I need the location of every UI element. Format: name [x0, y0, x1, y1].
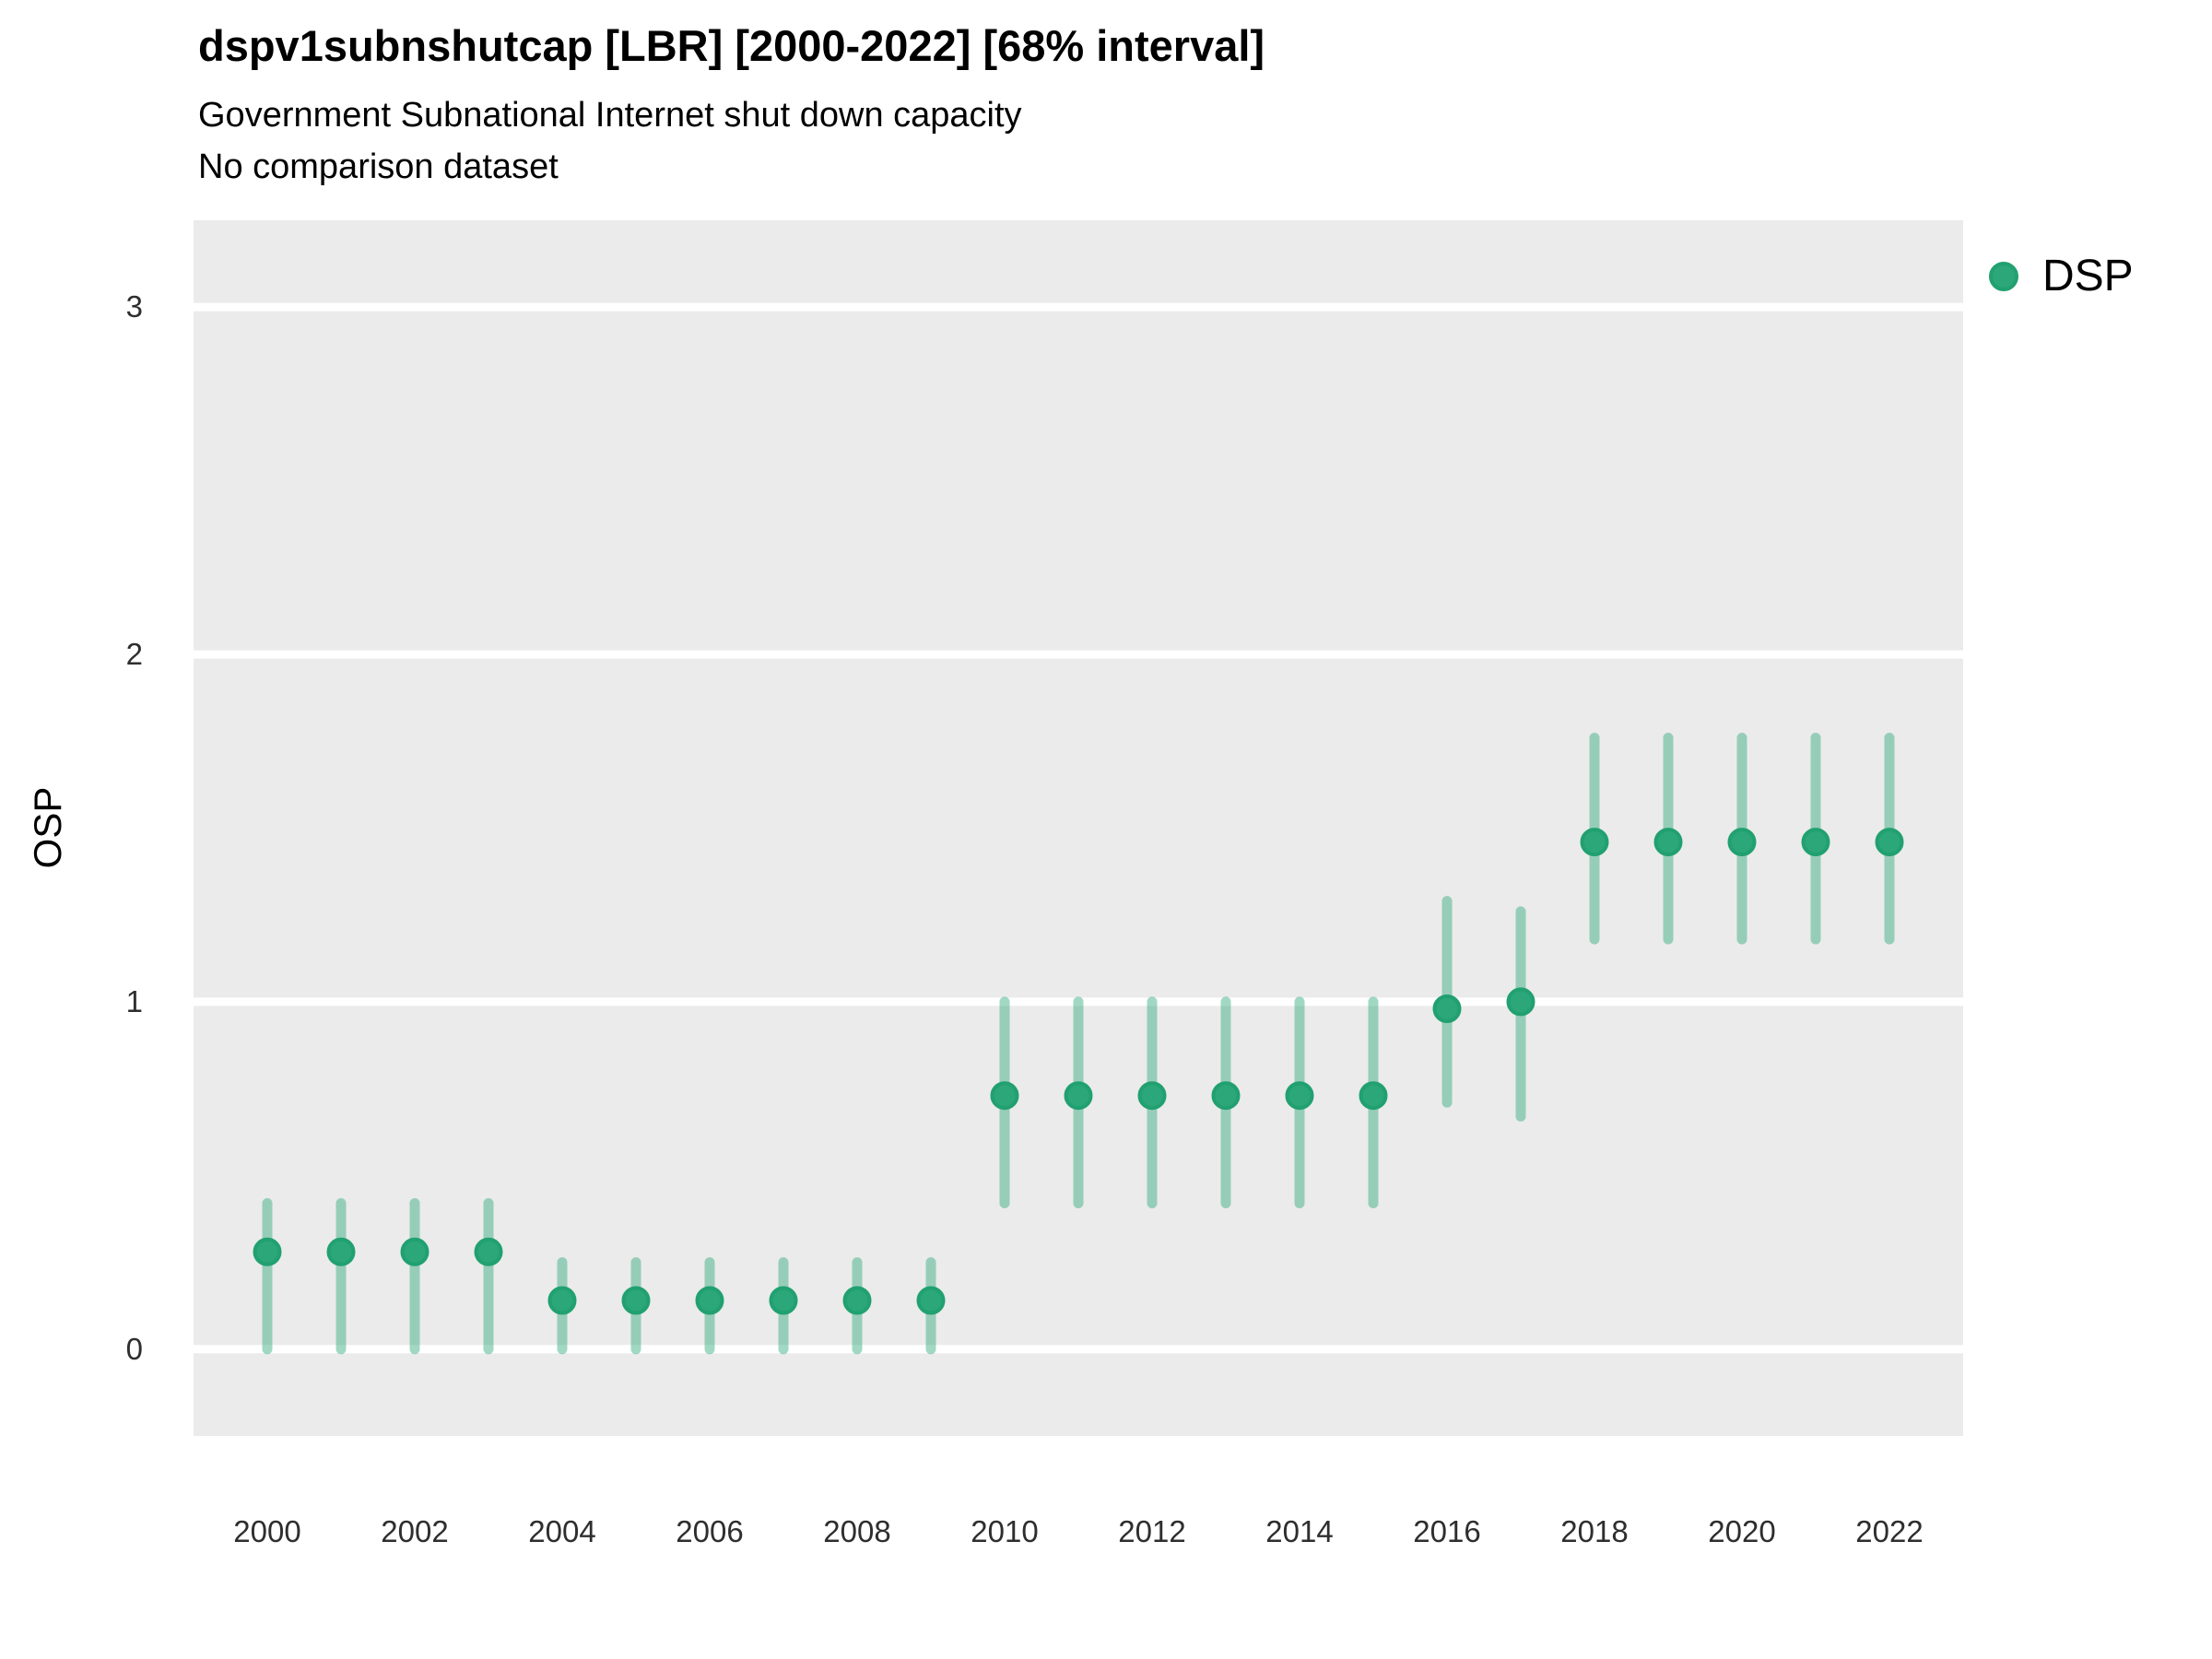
- data-point-2003: [474, 1237, 503, 1266]
- x-tick-label-2012: 2012: [1118, 1514, 1186, 1548]
- data-point-2018: [1580, 828, 1609, 857]
- x-tick-label-2010: 2010: [971, 1514, 1039, 1548]
- data-point-2006: [695, 1286, 724, 1315]
- data-point-2021: [1801, 828, 1830, 857]
- x-tick-label-2004: 2004: [528, 1514, 596, 1548]
- x-tick-label-2016: 2016: [1413, 1514, 1481, 1548]
- x-tick-label-2022: 2022: [1855, 1514, 1924, 1548]
- data-point-2010: [990, 1081, 1019, 1111]
- chart-note: No comparison dataset: [198, 147, 559, 186]
- x-tick-label-2000: 2000: [233, 1514, 301, 1548]
- gridline-y-3: [194, 302, 1963, 312]
- data-point-2015: [1359, 1081, 1388, 1111]
- data-point-2000: [253, 1237, 282, 1266]
- gridline-y-1: [194, 997, 1963, 1006]
- data-point-2022: [1875, 828, 1904, 857]
- x-tick-label-2006: 2006: [676, 1514, 744, 1548]
- data-point-2011: [1064, 1081, 1093, 1111]
- data-point-2016: [1432, 994, 1462, 1023]
- data-point-2020: [1727, 828, 1757, 857]
- chart-subtitle: Government Subnational Internet shut dow…: [198, 96, 1022, 135]
- data-point-2005: [621, 1286, 651, 1315]
- chart-title: dspv1subnshutcap [LBR] [2000-2022] [68% …: [198, 21, 1265, 70]
- x-tick-label-2014: 2014: [1265, 1514, 1334, 1548]
- x-tick-label-2002: 2002: [381, 1514, 449, 1548]
- x-tick-label-2020: 2020: [1708, 1514, 1776, 1548]
- data-point-2013: [1211, 1081, 1241, 1111]
- y-tick-label-2: 2: [125, 637, 143, 672]
- plot-panel: [194, 220, 1963, 1436]
- gridline-y-2: [194, 650, 1963, 659]
- data-point-2004: [547, 1286, 577, 1315]
- y-tick-label-1: 1: [125, 983, 143, 1018]
- data-point-2014: [1285, 1081, 1314, 1111]
- y-axis-title: OSP: [26, 786, 69, 869]
- legend-label: DSP: [2042, 252, 2134, 300]
- gridline-y-0: [194, 1345, 1963, 1354]
- data-point-2009: [916, 1286, 946, 1315]
- data-point-2012: [1137, 1081, 1167, 1111]
- data-point-2002: [400, 1237, 429, 1266]
- legend-point-icon: [1989, 261, 2018, 291]
- data-point-2019: [1653, 828, 1683, 857]
- x-tick-label-2018: 2018: [1560, 1514, 1629, 1548]
- data-point-2001: [326, 1237, 356, 1266]
- x-tick-label-2008: 2008: [823, 1514, 891, 1548]
- y-tick-label-0: 0: [125, 1331, 143, 1366]
- data-point-2017: [1506, 987, 1535, 1017]
- y-tick-label-3: 3: [125, 289, 143, 324]
- legend: DSP: [1989, 251, 2134, 301]
- data-point-2007: [769, 1286, 798, 1315]
- plot-canvas: [194, 302, 1963, 1355]
- data-point-2008: [842, 1286, 872, 1315]
